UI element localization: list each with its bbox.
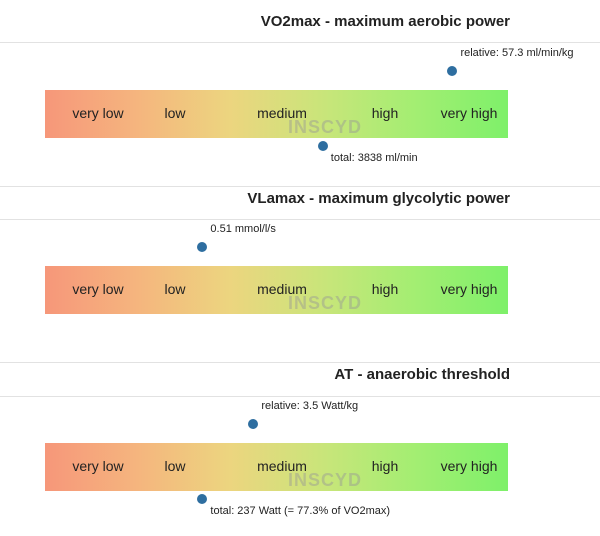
divider-line <box>0 186 600 187</box>
marker-label: relative: 3.5 Watt/kg <box>261 400 359 412</box>
chart-title: AT - anaerobic threshold <box>334 366 510 383</box>
category-label: very high <box>440 458 498 474</box>
category-label: very low <box>72 281 124 297</box>
chart-title: VLamax - maximum glycolytic power <box>247 190 510 207</box>
value-marker-dot <box>197 494 208 504</box>
inscyd-watermark: INSCYD <box>287 293 362 313</box>
category-label: low <box>164 458 186 474</box>
marker-label: total: 3838 ml/min <box>330 152 418 164</box>
marker-label: relative: 57.3 ml/min/kg <box>460 47 574 59</box>
marker-label: 0.51 mmol/l/s <box>210 223 276 235</box>
category-label: very low <box>72 458 124 474</box>
divider-line <box>0 396 600 397</box>
divider-line <box>0 42 600 43</box>
category-label: high <box>371 281 399 297</box>
value-marker-dot <box>447 66 458 76</box>
category-label: very low <box>72 105 124 121</box>
value-marker-dot <box>197 242 208 252</box>
marker-label: total: 237 Watt (= 77.3% of VO2max) <box>210 505 391 517</box>
gradient-scale-bar: very low low medium high very high INSCYD <box>45 266 508 314</box>
category-label: very high <box>440 105 498 121</box>
category-label: low <box>164 281 186 297</box>
chart-title: VO2max - maximum aerobic power <box>260 13 510 30</box>
category-label: very high <box>440 281 498 297</box>
divider-line <box>0 219 600 220</box>
category-label: high <box>371 105 399 121</box>
category-label: low <box>164 105 186 121</box>
category-label: medium <box>257 458 307 474</box>
category-label: medium <box>257 281 307 297</box>
value-marker-dot <box>248 419 259 429</box>
gradient-scale-bar: very low low medium high very high INSCYD <box>45 443 508 491</box>
category-label: medium <box>257 105 307 121</box>
category-label: high <box>371 458 399 474</box>
value-marker-dot <box>317 141 328 151</box>
inscyd-watermark: INSCYD <box>287 470 362 490</box>
gradient-scale-bar: very low low medium high very high INSCYD <box>45 90 508 138</box>
inscyd-watermark: INSCYD <box>287 117 362 137</box>
divider-line <box>0 362 600 363</box>
